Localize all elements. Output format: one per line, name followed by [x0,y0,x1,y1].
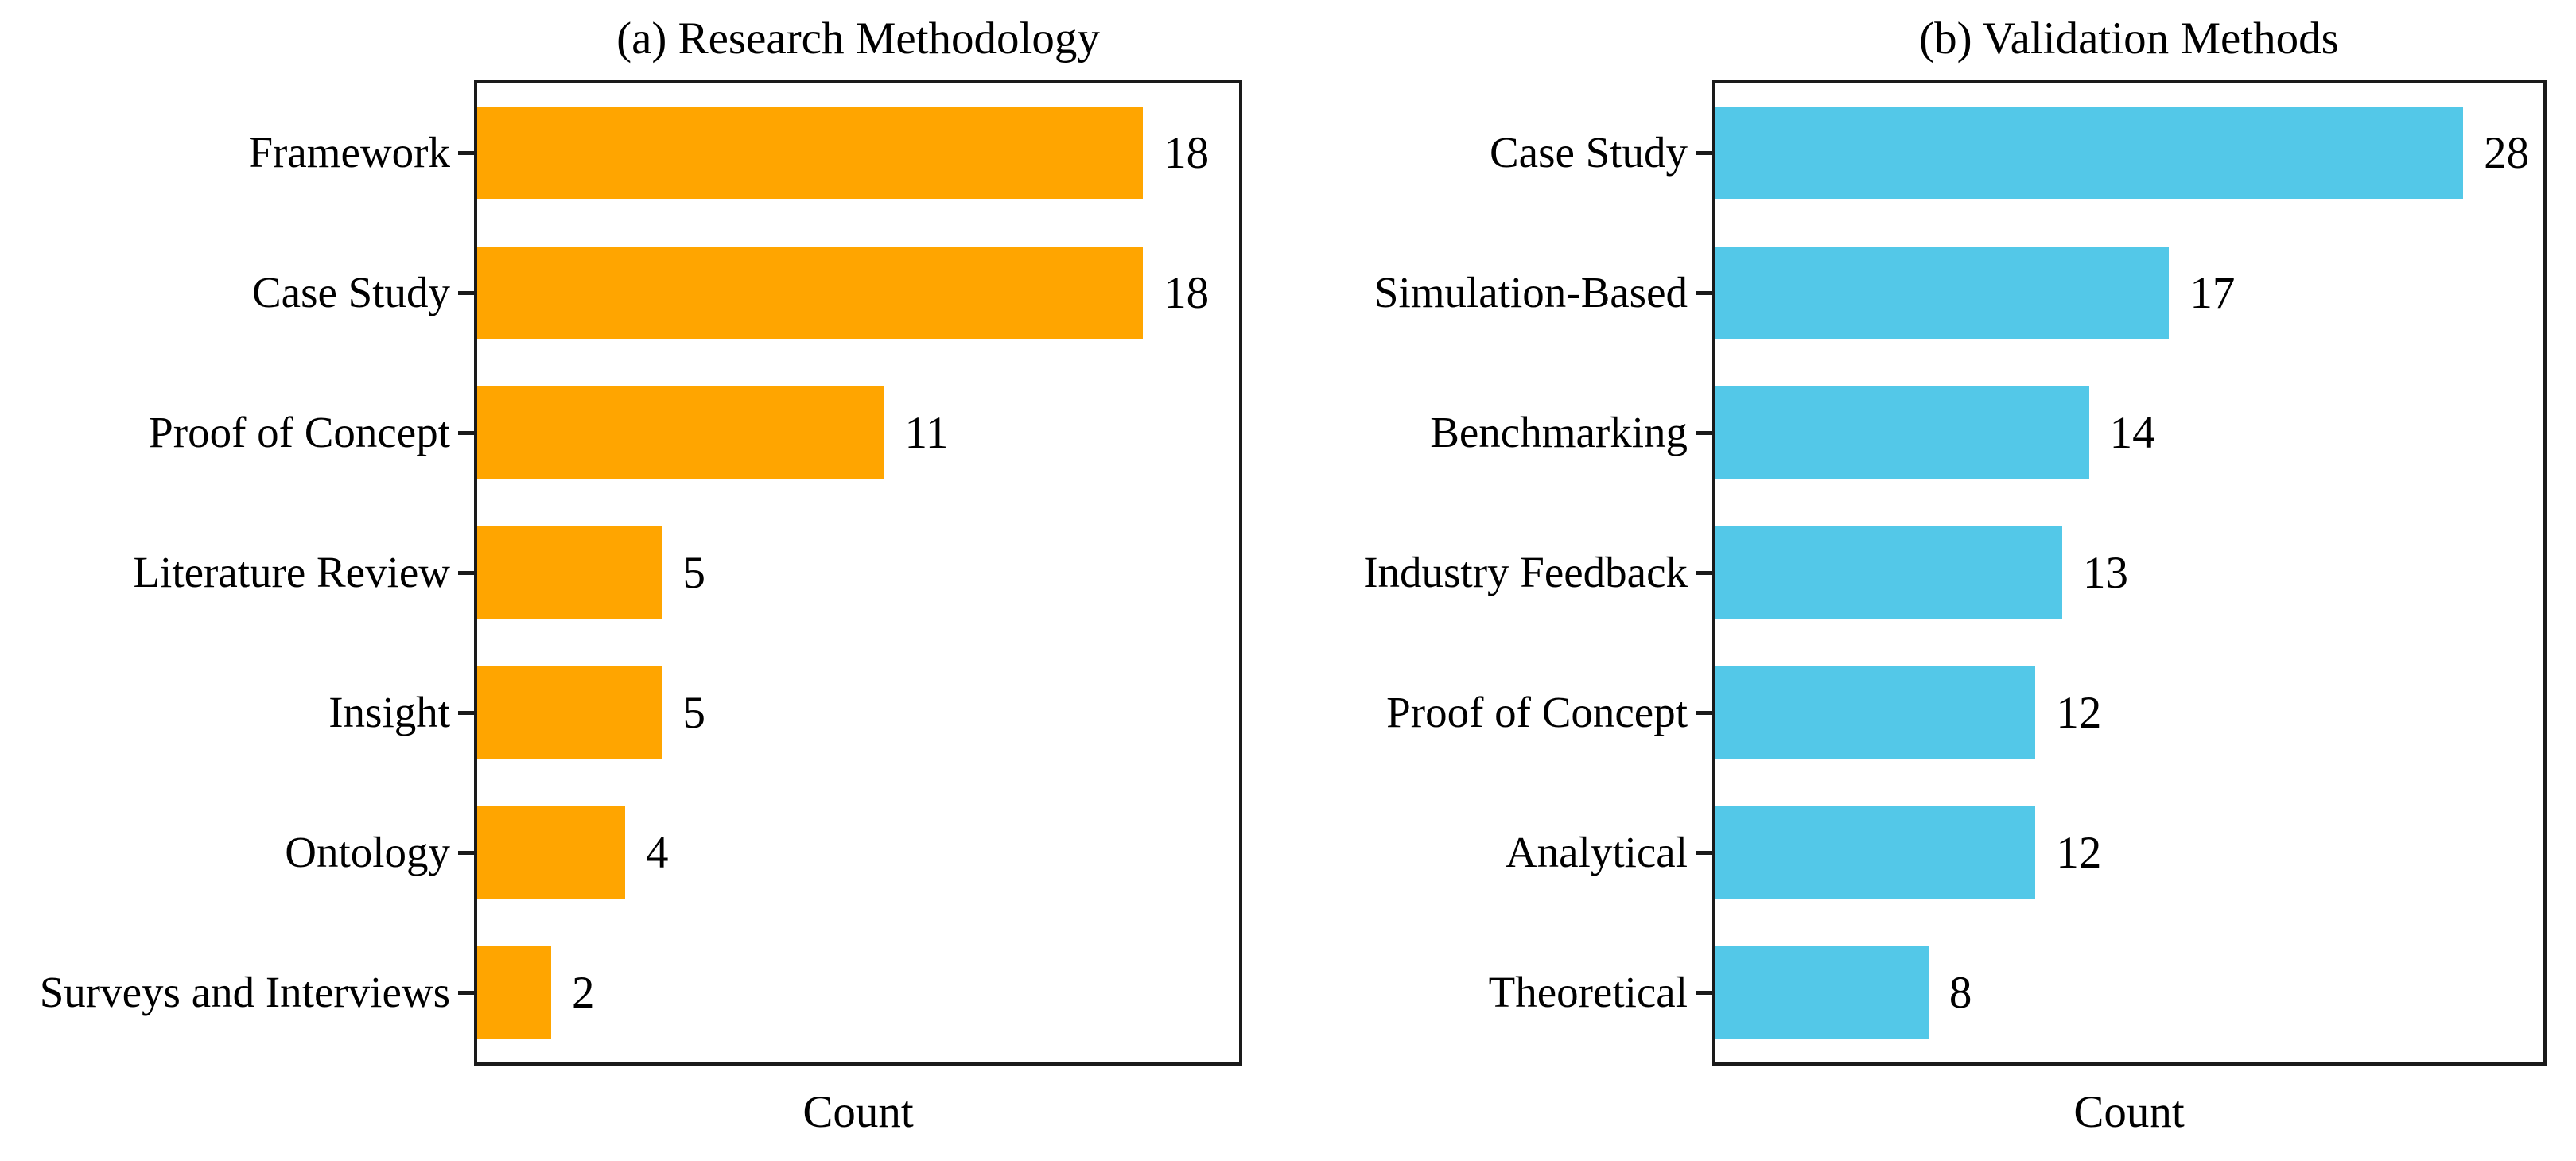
x-axis-label-a: Count [802,1087,914,1137]
bar-value-label: 2 [572,967,595,1018]
category-label: Analytical [1505,828,1688,876]
y-tick [1696,150,1712,155]
category-label: Literature Review [133,548,450,596]
bar-value-label: 4 [646,827,669,878]
y-tick [458,150,474,155]
bar [477,526,662,619]
y-tick [1696,430,1712,435]
bar [1715,247,2170,339]
bar-value-label: 18 [1164,267,1210,318]
bar-row: 2 [458,922,1239,1062]
category-label: Proof of Concept [1386,688,1688,736]
category-label: Theoretical [1488,968,1688,1016]
plot-area-a: 18 18 11 5 5 4 2 [458,80,1242,1066]
bar [1715,526,2062,619]
y-tick [458,850,474,855]
category-label: Case Study [1489,128,1688,177]
bar-value-label: 13 [2082,547,2128,598]
category-label: Simulation-Based [1373,268,1688,316]
bar-row: 14 [1696,363,2543,503]
plot-area-b: 28 17 14 13 12 12 8 [1696,80,2547,1066]
y-tick [1696,290,1712,295]
bar-row: 8 [1696,922,2543,1062]
bar-row: 12 [1696,643,2543,782]
y-tick [1696,990,1712,995]
y-tick [458,570,474,575]
bar-row: 13 [1696,503,2543,643]
category-label: Framework [248,128,450,177]
category-label: Case Study [251,268,450,316]
bar-value-label: 28 [2484,127,2530,178]
bar-row: 18 [458,223,1239,363]
chart-title-a: (a) Research Methodology [616,14,1100,64]
bar-value-label: 18 [1164,127,1210,178]
bar [477,666,662,759]
bar [477,107,1144,199]
bar [477,247,1144,339]
bar [1715,107,2464,199]
bar [477,946,551,1039]
bar-value-label: 12 [2056,687,2102,738]
bar-value-label: 5 [682,687,706,738]
bar-value-label: 8 [1949,967,1972,1018]
bar-value-label: 14 [2109,407,2155,458]
category-label: Surveys and Interviews [39,968,450,1016]
category-label: Proof of Concept [149,408,450,456]
y-tick [458,710,474,715]
bar-value-label: 11 [904,407,949,458]
bar-value-label: 12 [2056,827,2102,878]
bar-row: 11 [458,363,1239,503]
y-tick [458,990,474,995]
bar-row: 28 [1696,83,2543,223]
bar [477,386,884,479]
y-tick [1696,710,1712,715]
bar-value-label: 5 [682,547,706,598]
bar-row: 5 [458,643,1239,782]
bar-row: 17 [1696,223,2543,363]
y-axis-category-labels-a: Framework Case Study Proof of Concept Liter… [8,83,450,1062]
bar-row: 5 [458,503,1239,643]
y-tick [1696,850,1712,855]
category-label: Ontology [285,828,450,876]
bar [1715,386,2089,479]
bar-row: 4 [458,782,1239,922]
y-tick [458,290,474,295]
category-label: Benchmarking [1430,408,1688,456]
bar [1715,666,2036,759]
y-tick [1696,570,1712,575]
chart-title-b: (b) Validation Methods [1919,14,2339,64]
bar-value-label: 17 [2189,267,2236,318]
category-label: Insight [328,688,450,736]
bar-row: 18 [458,83,1239,223]
bar-row: 12 [1696,782,2543,922]
bar [1715,946,1929,1039]
y-axis-category-labels-b: Case Study Simulation-Based Benchmarking In… [986,83,1688,1062]
bar [1715,806,2036,899]
category-label: Industry Feedback [1363,548,1688,596]
y-tick [458,430,474,435]
x-axis-label-b: Count [2073,1087,2185,1137]
bar [477,806,626,899]
